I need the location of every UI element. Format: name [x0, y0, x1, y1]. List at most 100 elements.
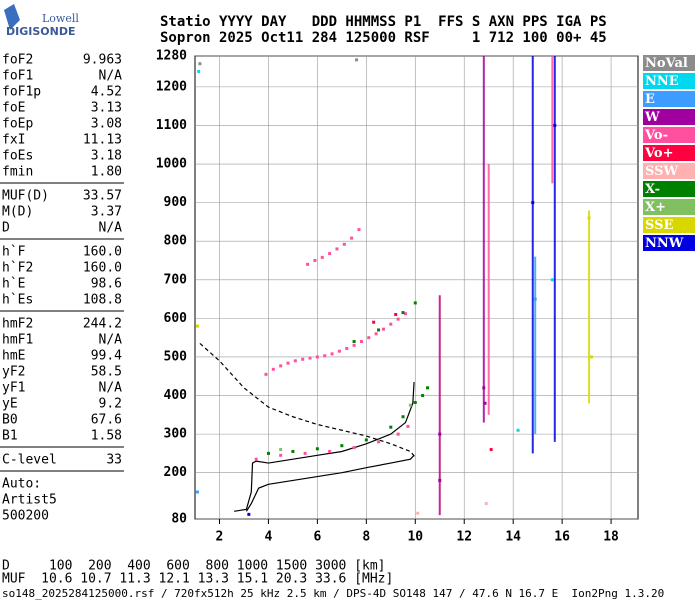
parameter-name: yF2 — [2, 365, 25, 380]
echo-point — [345, 346, 349, 350]
parameter-value: N/A — [99, 381, 123, 396]
distance-row: D 100 200 400 600 800 1000 1500 3000 [km… — [2, 559, 386, 574]
echo-point — [286, 361, 290, 365]
echo-point — [483, 401, 487, 405]
echo-point — [197, 69, 201, 73]
parameter-name: foF2 — [2, 53, 33, 68]
echo-point — [406, 424, 410, 428]
echo-point — [303, 451, 307, 455]
y-tick-label: 800 — [164, 234, 188, 249]
x-tick-label: 14 — [505, 530, 521, 545]
echo-point — [350, 236, 354, 240]
echo-point — [408, 403, 412, 407]
parameter-value: 9.2 — [99, 397, 122, 412]
y-tick-label: 200 — [164, 465, 188, 480]
parameter-value: 160.0 — [83, 261, 122, 276]
echo-point — [352, 446, 356, 450]
echo-point — [315, 447, 319, 451]
parameter-name: foE — [2, 101, 25, 116]
echo-point — [313, 258, 317, 262]
logo-top: Lowell — [42, 12, 79, 25]
logo-icon — [4, 4, 20, 30]
legend-label: NNW — [645, 236, 684, 251]
y-tick-label: 700 — [164, 272, 188, 287]
parameter-value: 3.13 — [91, 101, 122, 116]
parameter-name: yE — [2, 397, 18, 412]
echo-point — [413, 400, 417, 404]
parameter-name: MUF(D) — [2, 189, 49, 204]
x-tick-label: 6 — [313, 530, 321, 545]
parameter-name: fmin — [2, 165, 33, 180]
echo-point — [533, 297, 537, 301]
echo-point — [328, 252, 332, 256]
echo-point — [328, 449, 332, 453]
legend-label: NNE — [645, 74, 679, 89]
parameter-name: foF1 — [2, 69, 33, 84]
echo-point — [389, 322, 393, 326]
echo-point — [531, 201, 535, 205]
legend-label: Vo- — [644, 128, 668, 143]
echo-point — [438, 478, 442, 482]
parameter-name: hmF1 — [2, 333, 33, 348]
parameter-value: 67.6 — [91, 413, 122, 428]
parameter-value: 33.57 — [83, 189, 122, 204]
y-tick-label: 400 — [164, 388, 188, 403]
parameter-name: hmF2 — [2, 317, 33, 332]
parameter-value: 3.37 — [91, 205, 122, 220]
x-tick-label: 12 — [456, 530, 472, 545]
parameter-name: hmE — [2, 349, 25, 364]
parameter-value: 3.08 — [91, 117, 122, 132]
parameter-value: N/A — [99, 333, 123, 348]
echo-point — [279, 364, 283, 368]
legend-label: E — [645, 92, 655, 107]
echo-point — [352, 340, 356, 344]
legend-label: SSW — [645, 164, 678, 179]
echo-point — [352, 343, 356, 347]
legend-swatch — [643, 127, 695, 143]
x-tick-label: 2 — [216, 530, 224, 545]
echo-point — [271, 367, 275, 371]
legend-swatch — [643, 73, 695, 89]
echo-point — [264, 372, 268, 376]
echo-point — [254, 457, 258, 461]
echo-point — [484, 502, 488, 506]
parameter-name: h`E — [2, 277, 25, 292]
trace-curve — [245, 454, 415, 512]
interference-streak — [534, 256, 537, 435]
echo-point — [301, 357, 305, 361]
echo-point — [381, 327, 385, 331]
echo-point — [367, 336, 371, 340]
echo-point — [308, 356, 312, 360]
parameter-value: 98.6 — [91, 277, 122, 292]
legend-swatch — [643, 235, 695, 251]
echo-point — [340, 444, 344, 448]
legend-swatch — [643, 163, 695, 179]
parameter-name: yF1 — [2, 381, 25, 396]
echo-point — [198, 62, 202, 66]
parameter-value: 1.58 — [91, 429, 122, 444]
parameter-value: 108.8 — [83, 293, 122, 308]
echo-point — [482, 386, 486, 390]
y-tick-label: 1000 — [156, 157, 187, 172]
legend-swatch — [643, 55, 695, 71]
echo-point — [247, 512, 251, 516]
echo-point — [372, 320, 376, 324]
echo-point — [396, 317, 400, 321]
parameter-name: fxI — [2, 133, 25, 148]
echo-point — [357, 228, 361, 232]
y-tick-label: 600 — [164, 311, 188, 326]
parameter-name: h`Es — [2, 293, 33, 308]
legend-label: NoVal — [645, 56, 688, 71]
legend-swatch — [643, 109, 695, 125]
auto-line: 500200 — [2, 509, 49, 524]
parameter-name: foEs — [2, 149, 33, 164]
parameter-value: N/A — [99, 69, 123, 84]
echo-point — [323, 354, 327, 358]
parameter-value: 58.5 — [91, 365, 122, 380]
muf-row: MUF 10.6 10.7 11.3 12.1 13.3 15.1 20.3 3… — [2, 572, 393, 587]
interference-streak — [588, 210, 591, 404]
echo-point — [516, 428, 520, 432]
legend-swatch — [643, 199, 695, 215]
parameter-name: D — [2, 221, 10, 236]
